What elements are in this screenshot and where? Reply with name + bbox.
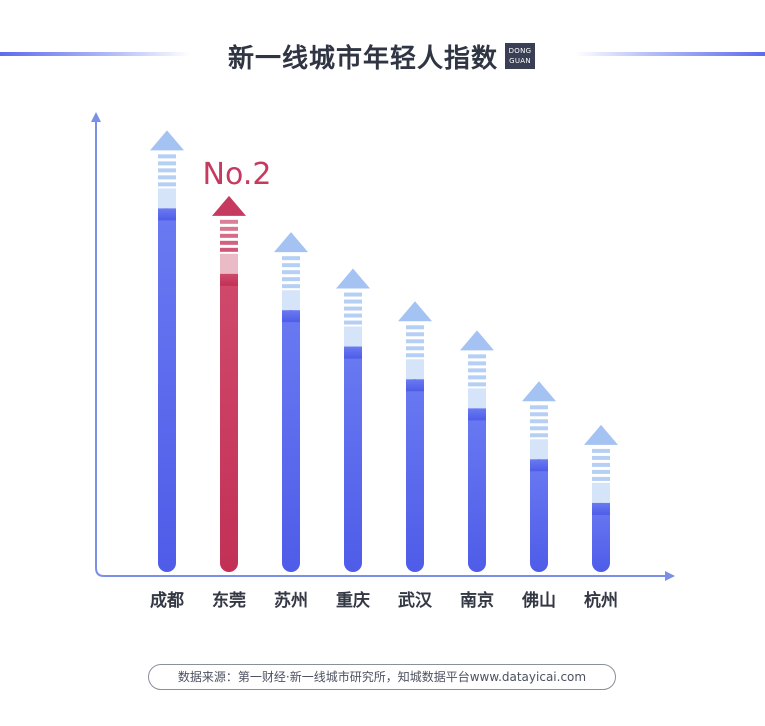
bar-cap <box>158 188 176 209</box>
bar-arrow-head <box>460 330 494 351</box>
bar <box>468 408 486 572</box>
bar-stripe <box>592 462 610 467</box>
bar-stripe <box>282 277 300 282</box>
bar-stripe <box>406 353 424 358</box>
bar-arrow-head <box>274 232 308 253</box>
bar-stripe <box>406 339 424 344</box>
bar-arrow-head <box>522 381 556 402</box>
bar-arrow-head <box>212 195 246 216</box>
bar-top-square <box>282 310 300 323</box>
y-axis-arrow <box>91 112 101 122</box>
axis-lines <box>95 118 665 577</box>
bar-stripe <box>406 325 424 330</box>
bar-stripe <box>530 433 548 438</box>
bar-stripe <box>406 332 424 337</box>
bar-stripe <box>344 292 362 297</box>
bar-cap <box>406 359 424 380</box>
bar-stripe <box>468 382 486 387</box>
bar-top-square <box>158 208 176 221</box>
bar-cap <box>592 482 610 503</box>
bar-stripe <box>468 361 486 366</box>
bar <box>344 346 362 572</box>
bar-stripe <box>344 320 362 325</box>
bar-stripe <box>158 154 176 159</box>
x-tick-label: 苏州 <box>274 590 308 611</box>
title-line-left <box>0 52 190 56</box>
bar-top-square <box>406 379 424 392</box>
bar-stripe <box>468 368 486 373</box>
x-tick-label: 成都 <box>150 590 184 611</box>
bar-stripe <box>158 182 176 187</box>
bar-chart: 成都 No.2 东莞 苏州 重庆 武汉 南京 佛山 杭州 <box>91 112 675 611</box>
bar <box>406 379 424 572</box>
bar-top-square <box>530 459 548 472</box>
bar-stripe <box>344 313 362 318</box>
title-bar: 新一线城市年轻人指数 DONG GUAN <box>0 30 765 80</box>
logo-line-2: GUAN <box>509 57 531 65</box>
bar-stripe <box>220 219 238 224</box>
bar <box>592 502 610 572</box>
bar <box>220 273 238 572</box>
x-axis-arrow <box>665 571 675 581</box>
title-line-right <box>575 52 765 56</box>
bar-stripe <box>220 226 238 231</box>
bar <box>530 459 548 572</box>
bar-stripe <box>530 412 548 417</box>
bar-cap <box>220 253 238 274</box>
x-tick-label: 佛山 <box>521 590 556 611</box>
bar-stripe <box>530 405 548 410</box>
bar-stripe <box>468 375 486 380</box>
bar-top-square <box>592 502 610 515</box>
x-tick-label: 南京 <box>460 590 494 611</box>
bar <box>282 310 300 572</box>
bar-stripe <box>530 419 548 424</box>
bar-stripe <box>282 270 300 275</box>
chart-title: 新一线城市年轻人指数 <box>228 44 499 74</box>
bar-stripe <box>220 240 238 245</box>
x-tick-label: 武汉 <box>398 590 433 611</box>
x-tick-label: 重庆 <box>336 590 370 611</box>
bar-stripe <box>158 161 176 166</box>
bar-stripe <box>220 247 238 252</box>
bar-top-square <box>220 273 238 286</box>
bar-arrow-head <box>398 301 432 322</box>
bar-arrow-head <box>584 424 618 445</box>
bar <box>158 208 176 572</box>
bar-top-square <box>344 346 362 359</box>
bar-stripe <box>592 476 610 481</box>
bar-cap <box>344 326 362 347</box>
bar-stripe <box>592 469 610 474</box>
x-tick-label: 杭州 <box>584 590 618 611</box>
bar-stripe <box>282 284 300 289</box>
bar-stripe <box>158 175 176 180</box>
bar-stripe <box>530 426 548 431</box>
bar-stripe <box>282 256 300 261</box>
bar-arrow-head <box>150 130 184 151</box>
rank-annotation: No.2 <box>203 157 272 192</box>
bar-stripe <box>282 263 300 268</box>
bar-stripe <box>468 354 486 359</box>
dongguan-logo: DONG GUAN <box>505 43 535 69</box>
bar-stripe <box>344 306 362 311</box>
bar-stripe <box>158 168 176 173</box>
bar-cap <box>530 439 548 460</box>
bar-stripe <box>406 346 424 351</box>
logo-line-1: DONG <box>508 47 532 55</box>
bar-cap <box>468 388 486 409</box>
bar-top-square <box>468 408 486 421</box>
bar-arrow-head <box>336 268 370 289</box>
bar-stripe <box>592 448 610 453</box>
source-note: 数据来源：第一财经·新一线城市研究所，知城数据平台www.datayicai.c… <box>148 664 616 690</box>
x-tick-label: 东莞 <box>212 590 246 611</box>
bar-cap <box>282 290 300 311</box>
bar-stripe <box>220 233 238 238</box>
bar-stripe <box>344 299 362 304</box>
bar-stripe <box>592 455 610 460</box>
